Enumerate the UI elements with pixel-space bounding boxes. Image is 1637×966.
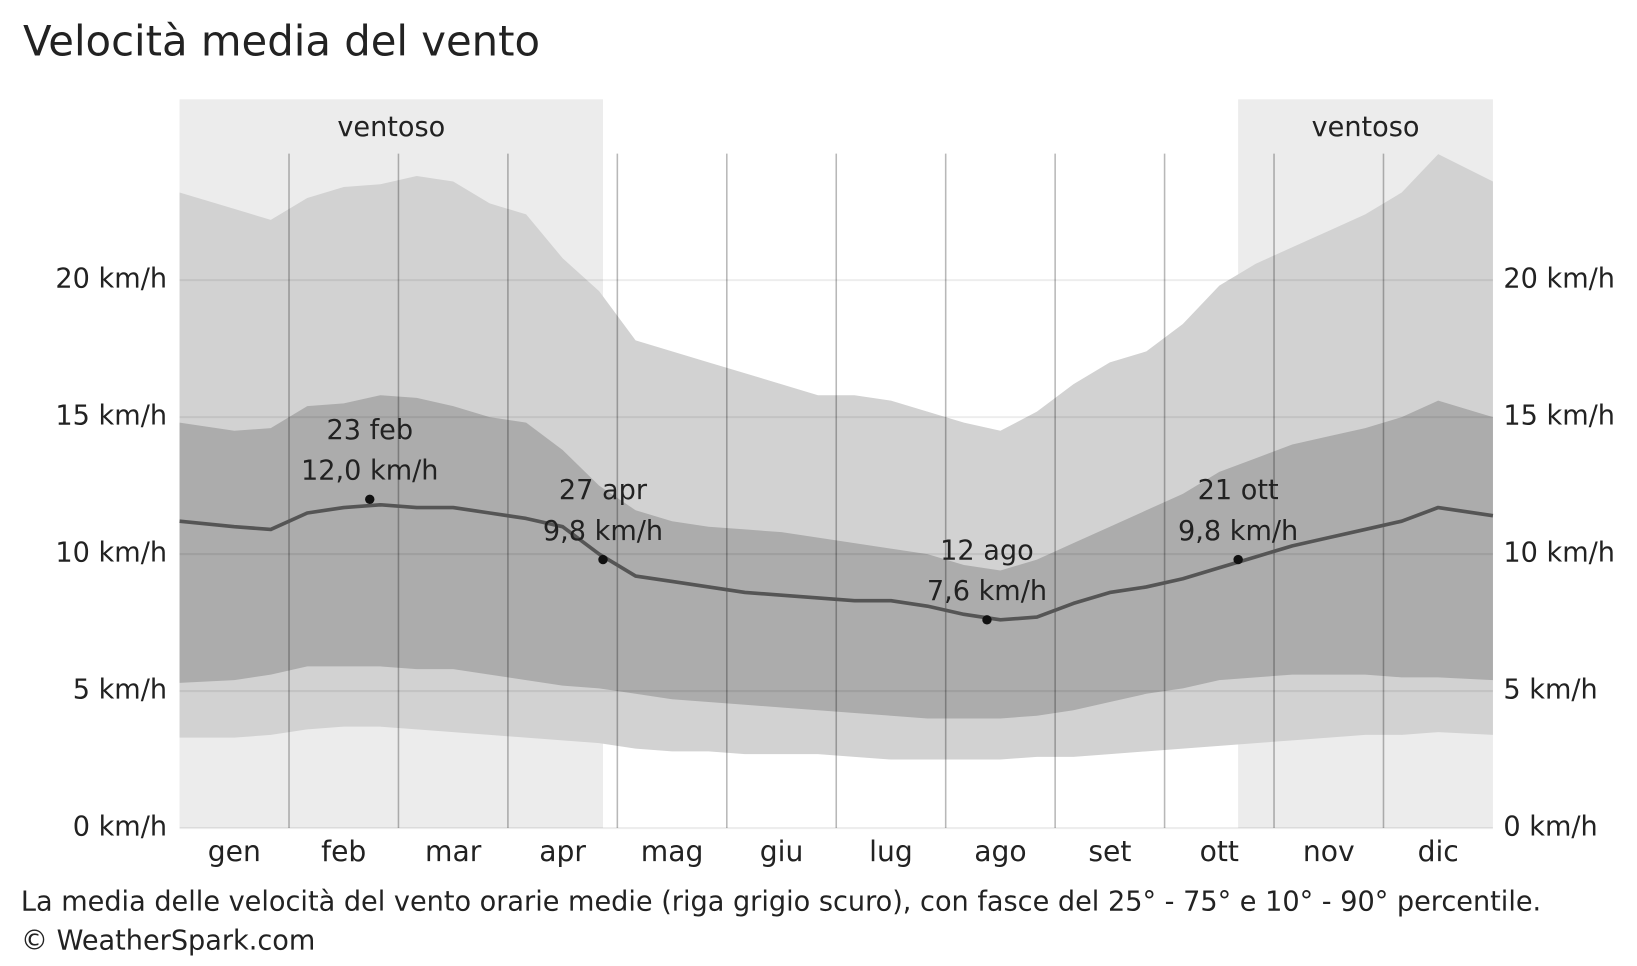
- y2-tick-label: 20 km/h: [1503, 264, 1615, 295]
- annotation-point: [365, 494, 375, 504]
- annotation-date: 12 ago: [940, 535, 1034, 566]
- chart-title: Velocità media del vento: [23, 16, 540, 65]
- x-tick-label: giu: [760, 835, 804, 868]
- caption: La media delle velocità del vento orarie…: [21, 887, 1541, 918]
- y-tick-label: 5 km/h: [73, 675, 167, 706]
- y2-tick-label: 10 km/h: [1503, 538, 1615, 569]
- band-25-75: [179, 395, 1493, 719]
- annotation-date: 23 feb: [326, 415, 413, 446]
- x-tick-label: ott: [1200, 835, 1239, 868]
- x-tick-label: mar: [425, 835, 482, 868]
- x-tick-label: mag: [641, 835, 704, 868]
- y-tick-label: 15 km/h: [55, 401, 167, 432]
- x-tick-label: nov: [1303, 835, 1355, 868]
- annotation-value: 9,8 km/h: [543, 516, 663, 547]
- x-tick-label: gen: [208, 835, 261, 868]
- annotation-date: 27 apr: [559, 475, 648, 506]
- annotation-date: 21 ott: [1198, 475, 1279, 506]
- annotation-value: 12,0 km/h: [301, 456, 438, 487]
- annotation-point: [982, 615, 992, 625]
- x-tick-label: dic: [1418, 835, 1459, 868]
- annotation-value: 7,6 km/h: [927, 576, 1047, 607]
- region-label: ventoso: [1312, 112, 1420, 143]
- y-tick-label: 0 km/h: [73, 812, 167, 843]
- region-label: ventoso: [337, 112, 445, 143]
- x-tick-label: ago: [974, 835, 1026, 868]
- y2-tick-label: 0 km/h: [1503, 812, 1597, 843]
- x-tick-label: lug: [869, 835, 913, 868]
- y-tick-label: 20 km/h: [55, 264, 167, 295]
- x-tick-label: apr: [539, 835, 586, 868]
- mean-line: [179, 502, 1494, 622]
- y2-tick-label: 5 km/h: [1503, 675, 1597, 706]
- y-tick-label: 10 km/h: [55, 538, 167, 569]
- annotation-value: 9,8 km/h: [1178, 516, 1298, 547]
- x-tick-label: set: [1088, 835, 1131, 868]
- x-tick-label: feb: [321, 835, 366, 868]
- annotation-point: [598, 554, 608, 565]
- y2-tick-label: 15 km/h: [1503, 401, 1615, 432]
- source: © WeatherSpark.com: [21, 925, 315, 956]
- annotation-point: [1233, 554, 1243, 565]
